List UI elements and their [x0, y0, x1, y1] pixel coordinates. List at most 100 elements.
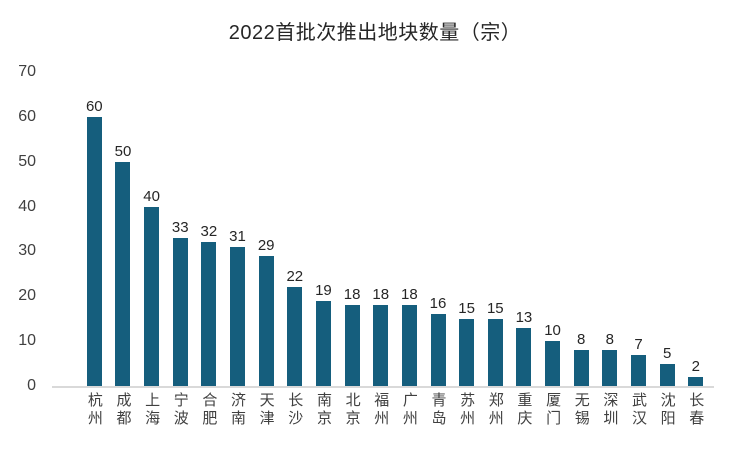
x-axis-label: 杭州: [85, 392, 103, 428]
bar-value-label: 18: [372, 286, 390, 303]
x-slot: 长春: [681, 392, 710, 428]
bar-value-label: 15: [458, 300, 475, 317]
bar-slot: 19: [309, 72, 338, 386]
x-axis-label: 北京: [343, 392, 361, 428]
bar-value-label: 33: [171, 219, 189, 236]
bar-slot: 10: [538, 72, 567, 386]
y-axis-tick-label: 20: [18, 287, 36, 305]
x-axis-label: 济南: [229, 392, 247, 428]
bar-slot: 13: [510, 72, 539, 386]
x-slot: 天津: [252, 392, 281, 428]
bar-slot: 60: [80, 72, 109, 386]
x-axis-label: 长春: [687, 392, 705, 428]
x-axis-label: 宁波: [171, 392, 189, 428]
bar-value-label: 32: [200, 223, 218, 240]
bar: [688, 377, 704, 386]
bar-value-label: 7: [634, 336, 643, 353]
bar-slot: 33: [166, 72, 195, 386]
bars-row: 60 50 40 33 32 31 29 22 19 18 18 18 16 15 15 13 10 8 8 7 5 2: [52, 72, 714, 386]
x-slot: 福州: [366, 392, 395, 428]
x-slot: 武汉: [624, 392, 653, 428]
bar: [201, 242, 217, 386]
bar-slot: 32: [195, 72, 224, 386]
bar: [430, 314, 446, 386]
x-slot: 宁波: [166, 392, 195, 428]
bar-slot: 40: [137, 72, 166, 386]
x-slot: 长沙: [280, 392, 309, 428]
bar: [516, 328, 532, 386]
y-axis-tick-label: 0: [27, 377, 36, 394]
bar-value-label: 8: [605, 331, 615, 348]
x-axis-label: 武汉: [629, 392, 647, 428]
bar-slot: 50: [109, 72, 138, 386]
bar: [487, 319, 503, 386]
y-axis-tick-label: 50: [18, 152, 36, 170]
bar: [344, 305, 360, 386]
bar-value-label: 16: [429, 295, 447, 312]
x-slot: 合肥: [195, 392, 224, 428]
bar-value-label: 60: [85, 98, 103, 115]
bar: [230, 247, 246, 386]
bar-value-label: 18: [401, 286, 418, 303]
x-slot: 上海: [137, 392, 166, 428]
bar-value-label: 18: [343, 286, 361, 303]
bar: [315, 301, 331, 386]
x-axis-label: 广州: [400, 392, 418, 428]
bar-value-label: 13: [515, 309, 533, 326]
x-axis-label: 苏州: [458, 392, 476, 428]
x-axis-label: 厦门: [544, 392, 562, 428]
bar: [287, 287, 303, 386]
x-slot: 广州: [395, 392, 424, 428]
bar: [373, 305, 389, 386]
x-slot: 青岛: [424, 392, 453, 428]
bar: [172, 238, 188, 386]
x-axis-label: 长沙: [286, 392, 304, 428]
bar: [401, 305, 417, 386]
bar-slot: 31: [223, 72, 252, 386]
x-slot: 杭州: [80, 392, 109, 428]
bar-slot: 18: [338, 72, 367, 386]
x-axis-label: 合肥: [200, 392, 218, 428]
bar: [144, 207, 160, 386]
bar-value-label: 40: [143, 188, 160, 205]
bar-value-label: 29: [257, 237, 275, 254]
x-slot: 北京: [338, 392, 367, 428]
x-slot: 厦门: [538, 392, 567, 428]
bar: [630, 355, 646, 386]
x-slot: 深圳: [596, 392, 625, 428]
bar-value-label: 19: [315, 282, 332, 299]
bar-value-label: 8: [577, 331, 586, 348]
bar-value-label: 5: [662, 345, 672, 362]
x-slot: 济南: [223, 392, 252, 428]
bar: [459, 319, 475, 386]
chart-title: 2022首批次推出地块数量（宗）: [228, 22, 522, 44]
bar: [115, 162, 131, 386]
bar-value-label: 15: [486, 300, 504, 317]
y-axis-tick-label: 70: [18, 63, 36, 80]
bar-slot: 8: [596, 72, 625, 386]
y-axis-tick-label: 10: [18, 332, 36, 350]
y-axis-tick-label: 60: [18, 107, 36, 125]
x-slot: 重庆: [510, 392, 539, 428]
bar-slot: 18: [366, 72, 395, 386]
x-slot: 无锡: [567, 392, 596, 428]
x-axis-label: 重庆: [515, 392, 533, 428]
x-axis-label: 深圳: [601, 392, 619, 428]
bar: [86, 117, 102, 386]
bar-slot: 22: [280, 72, 309, 386]
y-axis: 0 10 20 30 40 50 60 70: [0, 63, 46, 394]
x-axis: 杭州 成都 上海 宁波 合肥 济南 天津 长沙 南京 北京 福州 广州 青岛 苏州 郑州 重庆 厦门 无锡 深圳 武汉…: [52, 392, 714, 428]
bar-slot: 15: [452, 72, 481, 386]
bar-slot: 2: [681, 72, 710, 386]
bar: [258, 256, 274, 386]
bar-value-label: 22: [286, 268, 304, 285]
bar-slot: 8: [567, 72, 596, 386]
bar-slot: 18: [395, 72, 424, 386]
plot-area: 60 50 40 33 32 31 29 22 19 18 18 18 16 15 15 13 10 8 8 7 5 2: [52, 72, 714, 388]
bar-slot: 16: [424, 72, 453, 386]
x-axis-label: 郑州: [486, 392, 504, 428]
x-slot: 苏州: [452, 392, 481, 428]
bar-value-label: 31: [229, 228, 246, 245]
x-axis-label: 青岛: [429, 392, 447, 428]
